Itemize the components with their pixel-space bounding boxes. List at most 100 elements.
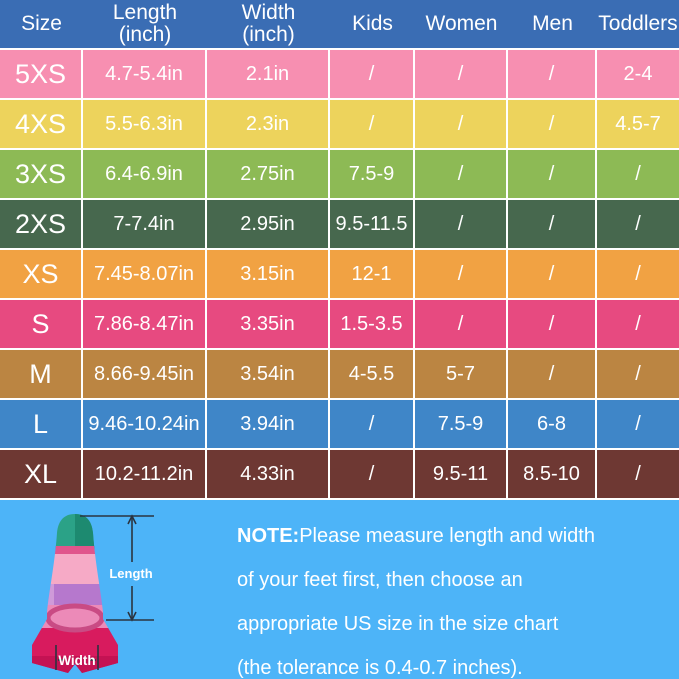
col-header-size-label: Size [21, 12, 62, 35]
toddlers-value: / [597, 350, 679, 398]
men-value: 8.5-10 [508, 450, 597, 498]
size-label: M [0, 350, 83, 398]
table-row-5xs: 5XS 4.7-5.4in 2.1in / / / 2-4 [0, 50, 679, 98]
size-label: 2XS [0, 200, 83, 248]
col-header-length-unit: (inch) [118, 23, 172, 46]
length-value: 5.5-6.3in [83, 100, 207, 148]
col-header-width: Width (inch) [207, 0, 330, 48]
kids-value: / [330, 400, 415, 448]
size-label: XS [0, 250, 83, 298]
note-text-block: NOTE:Please measure length and width of … [237, 514, 595, 679]
kids-value: / [330, 100, 415, 148]
toddlers-value: / [597, 200, 679, 248]
kids-value: / [330, 450, 415, 498]
table-row-l: L 9.46-10.24in 3.94in / 7.5-9 6-8 / [0, 400, 679, 448]
note-line: (the tolerance is 0.4-0.7 inches). [237, 657, 523, 679]
toddlers-value: / [597, 300, 679, 348]
size-label: 4XS [0, 100, 83, 148]
toddlers-value: 2-4 [597, 50, 679, 98]
women-value: 7.5-9 [415, 400, 508, 448]
col-header-men: Men [508, 0, 597, 48]
size-label: 5XS [0, 50, 83, 98]
toddlers-value: / [597, 250, 679, 298]
note-line: of your feet first, then choose an [237, 569, 523, 591]
toddlers-value: / [597, 450, 679, 498]
toddlers-value: / [597, 400, 679, 448]
note-line-text: Please measure length and width [299, 525, 595, 547]
width-value: 2.1in [207, 50, 330, 98]
kids-value: 4-5.5 [330, 350, 415, 398]
table-row-2xs: 2XS 7-7.4in 2.95in 9.5-11.5 / / / [0, 200, 679, 248]
men-value: / [508, 200, 597, 248]
width-value: 2.75in [207, 150, 330, 198]
note-prefix: NOTE: [237, 525, 300, 547]
footer-panel: Length Width NOTE:Please measure length … [0, 500, 679, 679]
swim-fin-illustration: Length Width [32, 514, 154, 673]
kids-value: 9.5-11.5 [330, 200, 415, 248]
length-dimension-label: Length [109, 566, 152, 581]
size-chart-table: Size Length (inch) Width (inch) Kids Women… [0, 0, 679, 498]
men-value: / [508, 350, 597, 398]
women-value: / [415, 250, 508, 298]
col-header-kids: Kids [330, 0, 415, 48]
men-value: / [508, 300, 597, 348]
note-line: NOTE:Please measure length and width [237, 514, 595, 558]
length-value: 7-7.4in [83, 200, 207, 248]
length-value: 10.2-11.2in [83, 450, 207, 498]
length-value: 4.7-5.4in [83, 50, 207, 98]
col-header-toddlers: Toddlers [597, 0, 679, 48]
table-header-row: Size Length (inch) Width (inch) Kids Women… [0, 0, 679, 48]
men-value: / [508, 150, 597, 198]
length-value: 8.66-9.45in [83, 350, 207, 398]
size-label: L [0, 400, 83, 448]
col-header-kids-label: Kids [352, 12, 393, 35]
toddlers-value: / [597, 150, 679, 198]
women-value: / [415, 100, 508, 148]
width-value: 3.35in [207, 300, 330, 348]
col-header-length-label: Length [112, 1, 178, 24]
col-header-width-unit: (inch) [242, 23, 295, 46]
men-value: / [508, 250, 597, 298]
table-row-m: M 8.66-9.45in 3.54in 4-5.5 5-7 / / [0, 350, 679, 398]
length-value: 9.46-10.24in [83, 400, 207, 448]
width-value: 3.15in [207, 250, 330, 298]
width-value: 2.95in [207, 200, 330, 248]
women-value: / [415, 300, 508, 348]
note-line: appropriate US size in the size chart [237, 613, 559, 635]
length-value: 7.45-8.07in [83, 250, 207, 298]
toddlers-value: 4.5-7 [597, 100, 679, 148]
women-value: 9.5-11 [415, 450, 508, 498]
width-value: 4.33in [207, 450, 330, 498]
col-header-toddlers-label: Toddlers [598, 12, 678, 35]
men-value: / [508, 50, 597, 98]
size-label: S [0, 300, 83, 348]
table-row-4xs: 4XS 5.5-6.3in 2.3in / / / 4.5-7 [0, 100, 679, 148]
col-header-women: Women [415, 0, 508, 48]
width-value: 3.94in [207, 400, 330, 448]
kids-value: / [330, 50, 415, 98]
col-header-length: Length (inch) [83, 0, 207, 48]
length-value: 7.86-8.47in [83, 300, 207, 348]
col-header-men-label: Men [532, 12, 573, 35]
table-row-s: S 7.86-8.47in 3.35in 1.5-3.5 / / / [0, 300, 679, 348]
col-header-women-label: Women [425, 12, 498, 35]
women-value: 5-7 [415, 350, 508, 398]
size-label: XL [0, 450, 83, 498]
dimension-lines [55, 514, 154, 670]
size-label: 3XS [0, 150, 83, 198]
width-value: 2.3in [207, 100, 330, 148]
width-dimension-label: Width [58, 653, 95, 668]
width-value: 3.54in [207, 350, 330, 398]
women-value: / [415, 50, 508, 98]
women-value: / [415, 200, 508, 248]
men-value: / [508, 100, 597, 148]
kids-value: 1.5-3.5 [330, 300, 415, 348]
kids-value: 7.5-9 [330, 150, 415, 198]
table-row-xs: XS 7.45-8.07in 3.15in 12-1 / / / [0, 250, 679, 298]
col-header-size: Size [0, 0, 83, 48]
women-value: / [415, 150, 508, 198]
men-value: 6-8 [508, 400, 597, 448]
table-row-xl: XL 10.2-11.2in 4.33in / 9.5-11 8.5-10 / [0, 450, 679, 498]
kids-value: 12-1 [330, 250, 415, 298]
col-header-width-label: Width [241, 1, 296, 24]
